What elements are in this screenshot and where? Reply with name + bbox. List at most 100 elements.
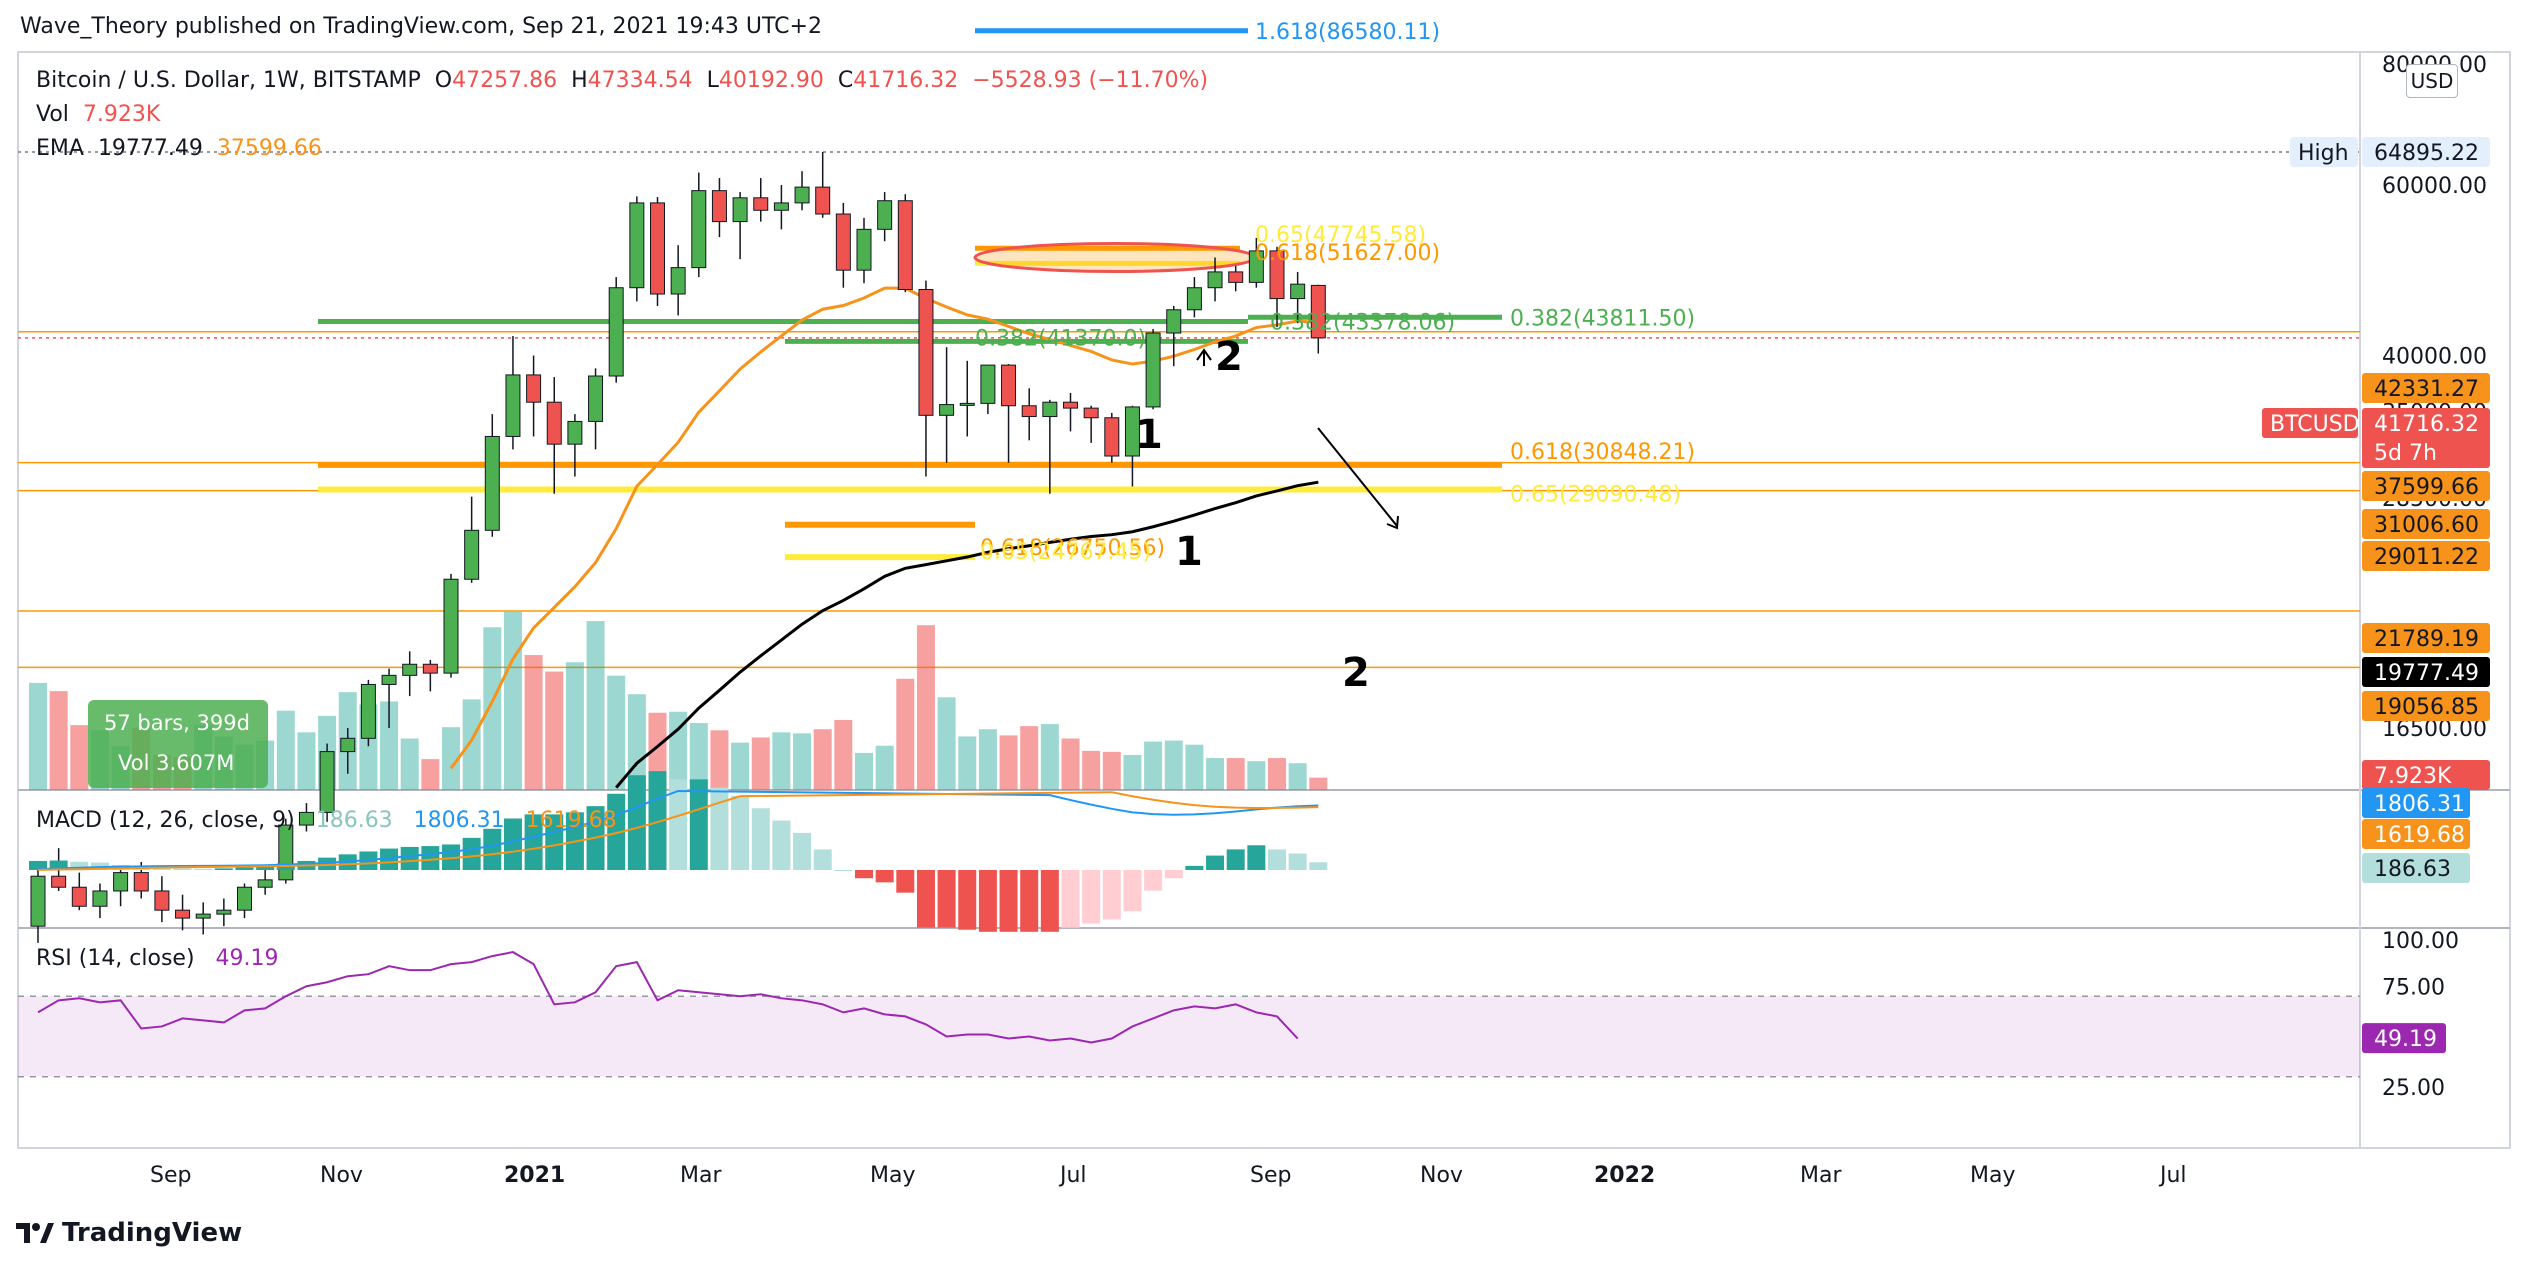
candle-body xyxy=(195,913,211,919)
volume-bar xyxy=(586,621,605,790)
candle-body xyxy=(939,404,955,416)
macd-hist-bar xyxy=(256,866,275,870)
price-axis-tag xyxy=(2290,137,2358,168)
macd-hist-bar xyxy=(855,870,873,879)
low-value: 40192.90 xyxy=(718,68,824,93)
macd-hist-bar xyxy=(152,867,171,870)
candle-body xyxy=(1104,417,1120,457)
macd-hist-bar xyxy=(896,870,915,893)
time-axis-label: May xyxy=(870,1163,915,1188)
volume-bar xyxy=(70,725,89,790)
volume-bar xyxy=(545,671,564,790)
candle-body xyxy=(567,420,583,445)
candle-body xyxy=(340,737,356,753)
macd-hist-bar xyxy=(1164,870,1183,879)
macd-hist-value: 186.63 xyxy=(315,808,393,833)
price-axis-badge xyxy=(2362,471,2490,501)
price-axis-badge xyxy=(2362,373,2490,403)
currency-button[interactable]: USD xyxy=(2406,64,2458,98)
price-axis-badge-text: 29011.22 xyxy=(2374,545,2479,570)
volume-bar xyxy=(751,737,770,790)
price-axis-badge-text: 31006.60 xyxy=(2374,513,2479,538)
change-value: −5528.93 (−11.70%) xyxy=(972,68,1209,93)
candle-body xyxy=(711,190,727,223)
fib-level-label: 0.618(51627.00) xyxy=(1255,241,1440,266)
volume-label: Vol xyxy=(36,102,69,127)
price-axis-badge xyxy=(2362,509,2490,539)
macd-hist-bar xyxy=(49,860,68,870)
measure-box-bars: 57 bars, 399d xyxy=(104,711,250,735)
volume-bar xyxy=(1206,758,1225,790)
candle-body xyxy=(753,197,769,211)
candle-body xyxy=(918,289,934,416)
macd-axis-badge xyxy=(2362,819,2470,849)
rsi-line xyxy=(37,951,1299,1044)
candle-body xyxy=(422,663,438,674)
volume-bar xyxy=(29,682,47,790)
macd-axis-badge-text: 1619.68 xyxy=(2374,823,2465,848)
time-axis-label: Jul xyxy=(1058,1163,1087,1188)
macd-hist-bar xyxy=(1309,862,1328,870)
candle-body xyxy=(30,875,46,927)
rsi-tick-label: 100.00 xyxy=(2382,929,2459,954)
volume-bar xyxy=(1123,754,1142,790)
candle-body xyxy=(175,909,191,919)
macd-hist-bar xyxy=(1102,870,1121,920)
volume-bar xyxy=(1309,777,1328,790)
macd-hist-bar xyxy=(1061,870,1080,928)
volume-bar xyxy=(1268,758,1286,790)
macd-hist-bar xyxy=(958,870,977,930)
macd-hist-bar xyxy=(999,870,1018,932)
candle-body xyxy=(51,875,67,888)
macd-hist-bar xyxy=(710,787,729,870)
macd-legend: MACD (12, 26, close, 9) 186.63 1806.31 1… xyxy=(36,808,617,833)
candle-body xyxy=(133,872,149,892)
price-axis-badge xyxy=(2362,691,2490,721)
price-axis-tag-text: BTCUSD xyxy=(2270,412,2360,437)
fib-level-label: 0.65(24767.45) xyxy=(980,540,1151,565)
candle-body xyxy=(1042,401,1058,418)
candle-body xyxy=(815,186,831,215)
candle-body xyxy=(526,374,542,403)
volume-bar xyxy=(834,719,853,790)
highlight-ellipse xyxy=(973,242,1257,274)
volume-bar xyxy=(689,723,708,790)
time-axis-label: Sep xyxy=(150,1163,191,1188)
measure-box-volume: Vol 3.607M xyxy=(118,751,234,775)
macd-hist-bar xyxy=(421,846,440,870)
volume-bar xyxy=(565,662,584,790)
fib-level-label: 0.618(26750.56) xyxy=(980,536,1165,561)
candle-body xyxy=(1269,250,1285,300)
time-axis-label: Jul xyxy=(2158,1163,2187,1188)
volume-bar xyxy=(1185,744,1204,790)
macd-signal-value: 1619.68 xyxy=(525,808,617,833)
macd-hist-bar xyxy=(875,870,894,883)
candle-body xyxy=(959,402,975,406)
price-axis-badge xyxy=(2362,760,2490,790)
macd-hist-bar xyxy=(214,868,233,870)
macd-hist-bar xyxy=(834,870,853,871)
macd-hist-bar xyxy=(731,795,750,870)
macd-hist-bar xyxy=(462,837,481,870)
macd-hist-bar xyxy=(1247,845,1266,870)
symbol-title: Bitcoin / U.S. Dollar, 1W, BITSTAMP xyxy=(36,68,421,93)
price-axis-badge-text: 41716.32 xyxy=(2374,412,2479,437)
rsi-tick-label: 75.00 xyxy=(2382,975,2445,1000)
price-axis-badge xyxy=(2362,137,2490,168)
candle-body xyxy=(92,890,108,907)
macd-hist-bar xyxy=(483,828,502,870)
close-value: 41716.32 xyxy=(853,68,959,93)
rsi-label: RSI (14, close) xyxy=(36,946,195,971)
tradingview-logo-icon xyxy=(16,1223,54,1243)
projection-arrow xyxy=(1317,427,1398,527)
fib-level-label: 0.382(41370.0) xyxy=(975,326,1146,351)
measure-box xyxy=(88,700,268,788)
candle-body xyxy=(732,197,748,223)
macd-hist-bar xyxy=(235,867,254,870)
candle-body xyxy=(1145,332,1161,408)
volume-bar xyxy=(276,710,295,790)
macd-axis-badge-text: 186.63 xyxy=(2374,857,2451,882)
volume-bar xyxy=(937,697,956,790)
candle-body xyxy=(505,374,521,437)
